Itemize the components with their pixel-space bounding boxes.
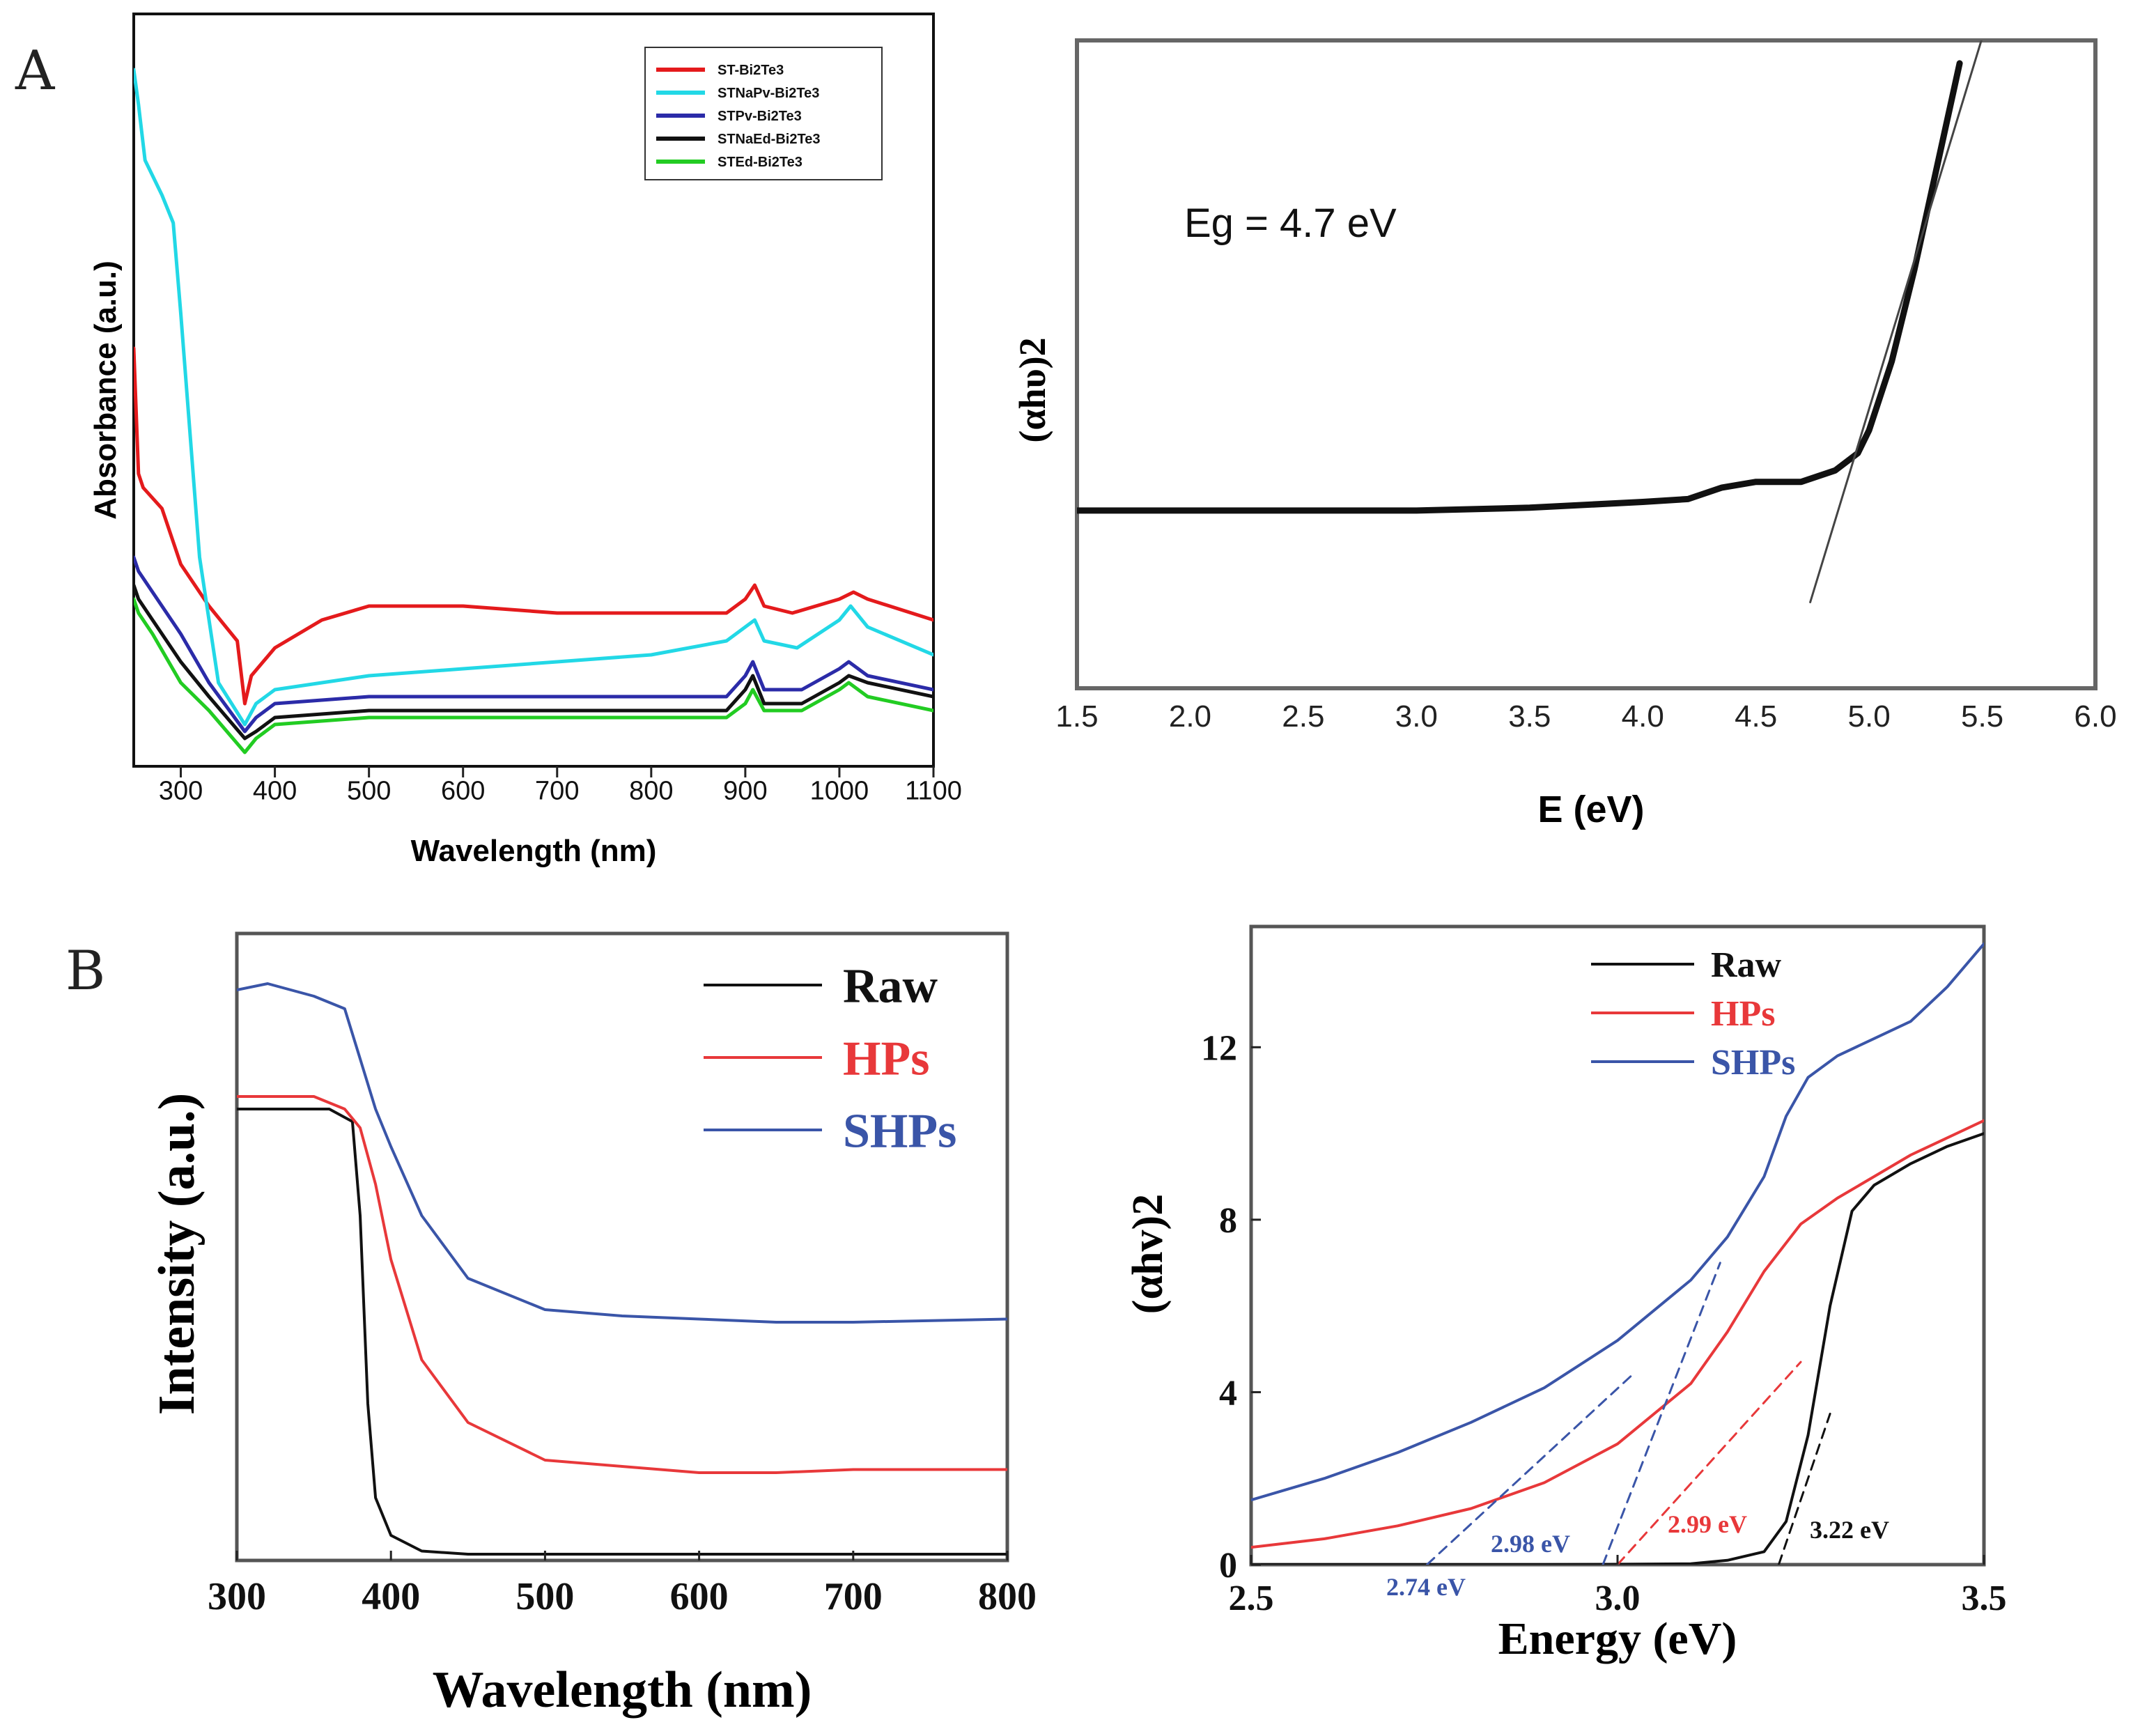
series-line-tangent <box>1809 40 1983 603</box>
legend: ST-Bi2Te3 STNaPv-Bi2Te3 STPv-Bi2Te3 STNaEd-… <box>644 47 883 180</box>
series-line-2-99-ev-tangent <box>1616 1361 1802 1565</box>
plot-frame <box>1249 924 1986 1567</box>
legend-label: Raw <box>843 960 938 1014</box>
legend-label: STNaEd-Bi2Te3 <box>718 132 820 147</box>
x-tick-label: 5.0 <box>1848 699 1891 734</box>
x-tick-label: 700 <box>824 1575 883 1618</box>
eg-annotation: Eg = 4.7 eV <box>1184 201 1397 246</box>
x-tick-label: 3.0 <box>1595 1579 1641 1618</box>
series-line-st-bi2te3 <box>134 346 933 706</box>
series-line-raw <box>1251 1132 1984 1565</box>
chart-tauc-b: 2.5 3.0 3.5 0 4 8 12 Energy (eV) (αhv)2 Raw HPs… <box>1124 924 2007 1664</box>
x-tick-label: 500 <box>515 1575 574 1618</box>
y-axis-label: Absorbance (a.u.) <box>88 261 123 520</box>
x-tick-label: 4.0 <box>1622 699 1664 734</box>
legend-label: STNaPv-Bi2Te3 <box>718 86 819 101</box>
chart-intensity: 300 400 500 600 700 800 Wavelength (nm) Inten… <box>148 931 1037 1719</box>
series-line-shps <box>1251 942 1984 1502</box>
x-tick-label: 3.5 <box>1962 1579 2007 1618</box>
y-tick-label: 12 <box>1201 1028 1237 1068</box>
series-line-raw <box>237 1108 1007 1556</box>
y-axis-label: Intensity (a.u.) <box>148 1093 206 1416</box>
x-tick-label: 400 <box>253 777 297 806</box>
legend-label: STEd-Bi2Te3 <box>718 155 802 170</box>
plot-frame <box>235 931 1009 1563</box>
series-line-stnaed-bi2te3 <box>134 583 933 741</box>
x-tick-label: 400 <box>362 1575 420 1618</box>
bandgap-label: 2.74 eV <box>1386 1573 1466 1601</box>
legend-label: Raw <box>1711 945 1782 985</box>
x-tick-label: 1100 <box>905 777 962 806</box>
series-line-3-22-ev-tangent <box>1777 1412 1831 1565</box>
x-tick-label: 700 <box>535 777 579 806</box>
legend-label: SHPs <box>1711 1043 1795 1083</box>
series-line-stpv-bi2te3 <box>134 555 933 734</box>
y-axis-label: (αhυ)2 <box>1011 337 1053 442</box>
legend-label: ST-Bi2Te3 <box>718 63 784 78</box>
x-tick-label: 3.0 <box>1395 699 1438 734</box>
x-tick-label: 800 <box>978 1575 1037 1618</box>
plot-frame <box>1075 38 2098 690</box>
x-tick-label: 1.5 <box>1055 699 1098 734</box>
x-tick-label: 2.0 <box>1169 699 1211 734</box>
legend: Raw HPs SHPs <box>704 960 956 1158</box>
x-tick-label: 300 <box>159 777 203 806</box>
series-line-stnapv-bi2te3 <box>134 68 933 727</box>
legend-label: HPs <box>1711 994 1775 1034</box>
x-tick-label: 5.5 <box>1961 699 2003 734</box>
chart-absorbance: 300 400 500 600 700 800 900 1000 1100 Wavelength… <box>88 13 962 868</box>
legend-label: SHPs <box>843 1105 956 1158</box>
x-tick-label: 500 <box>347 777 391 806</box>
x-tick-label: 3.5 <box>1508 699 1551 734</box>
x-axis-label: Wavelength (nm) <box>411 834 657 868</box>
x-axis-label: Energy (eV) <box>1498 1613 1737 1664</box>
series-line-shps <box>237 982 1007 1324</box>
x-tick-label: 2.5 <box>1282 699 1324 734</box>
series-line-hps <box>1251 1119 1984 1549</box>
series-line-sted-bi2te3 <box>134 597 933 754</box>
legend: Raw HPs SHPs <box>1591 945 1795 1083</box>
bandgap-label: 2.99 eV <box>1668 1510 1747 1538</box>
legend-label: HPs <box>843 1032 929 1086</box>
y-axis-label: (αhv)2 <box>1124 1194 1172 1314</box>
x-axis-label: Wavelength (nm) <box>433 1661 812 1719</box>
bandgap-label: 3.22 eV <box>1810 1516 1889 1544</box>
x-tick-label: 600 <box>441 777 485 806</box>
legend-label: STPv-Bi2Te3 <box>718 109 802 124</box>
x-axis-label: E (eV) <box>1537 789 1644 830</box>
x-tick-label: 600 <box>670 1575 729 1618</box>
panel-label-a: A <box>15 40 56 102</box>
y-tick-label: 4 <box>1219 1374 1237 1413</box>
series-line-2-74-ev-tangent <box>1426 1374 1634 1565</box>
x-tick-label: 6.0 <box>2074 699 2116 734</box>
x-tick-label: 4.5 <box>1735 699 1777 734</box>
series-line-hps <box>237 1095 1007 1474</box>
series-line-data <box>1077 60 1963 514</box>
x-tick-label: 2.5 <box>1229 1579 1274 1618</box>
bandgap-label: 2.98 eV <box>1491 1530 1570 1558</box>
y-tick-label: 8 <box>1219 1201 1237 1241</box>
y-tick-label: 0 <box>1219 1546 1237 1586</box>
series-line-2-98-ev-tangent <box>1602 1262 1721 1565</box>
x-tick-label: 900 <box>723 777 767 806</box>
panel-label-b: B <box>65 940 105 1002</box>
x-tick-label: 800 <box>629 777 673 806</box>
chart-tauc-a: 1.5 2.0 2.5 3.0 3.5 4.0 4.5 5.0 5.5 6.0 Eg = 4.7 … <box>1011 38 2117 830</box>
x-tick-label: 1000 <box>810 777 869 806</box>
x-tick-label: 300 <box>208 1575 266 1618</box>
